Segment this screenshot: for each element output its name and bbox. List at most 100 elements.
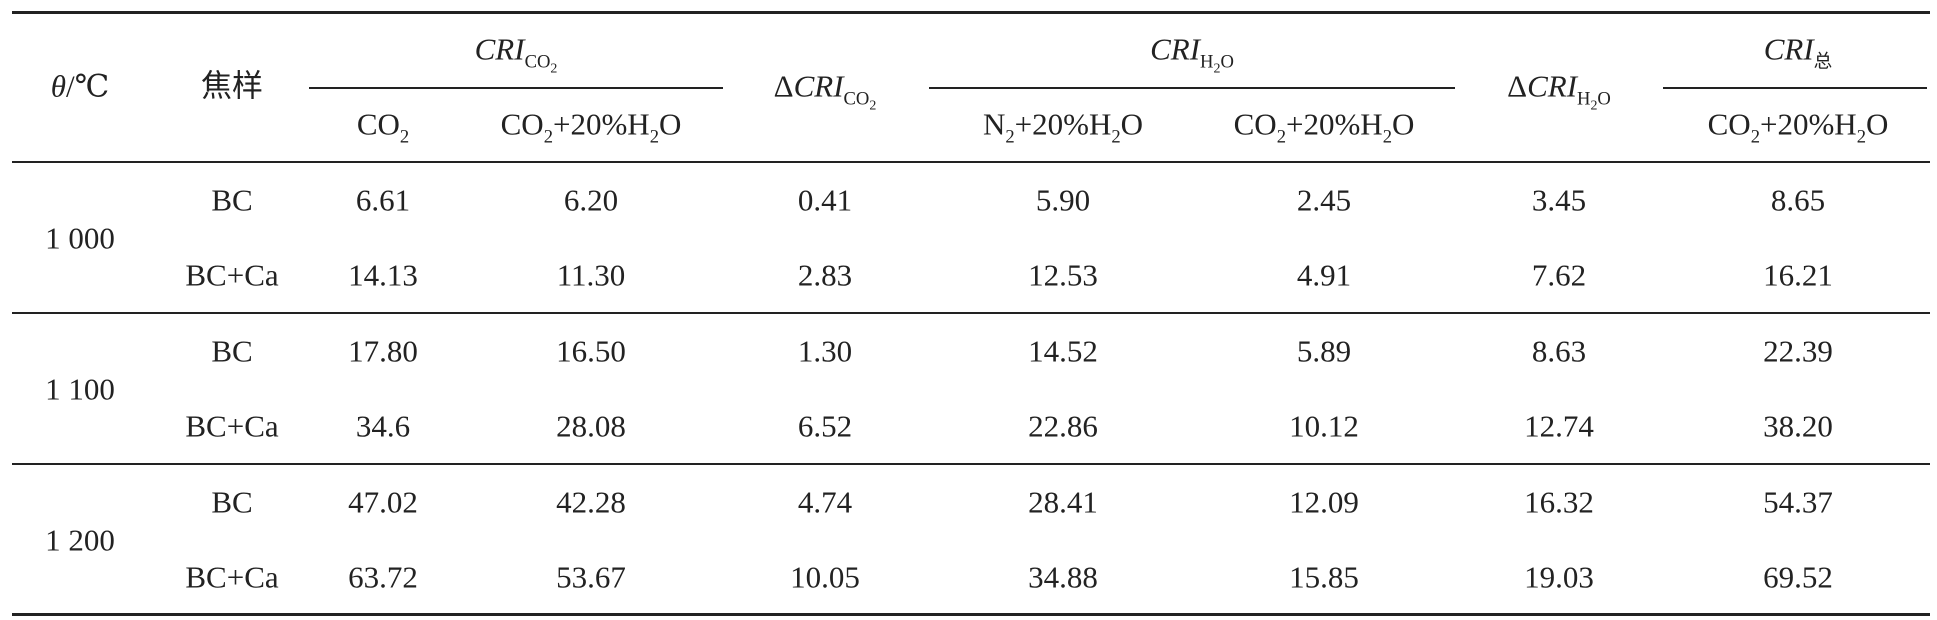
value-cell: 8.63 — [1531, 333, 1587, 369]
header-text: CRI — [1527, 68, 1578, 104]
header-text: N — [982, 106, 1006, 142]
subscript: O — [1220, 51, 1234, 73]
header-text: O — [1865, 106, 1889, 142]
value-cell: 5.89 — [1296, 333, 1352, 369]
header-text: +20%H — [552, 106, 650, 142]
header-text: Δ — [773, 68, 794, 104]
subscript: 2 — [1382, 126, 1392, 148]
sample-cell: BC — [211, 484, 253, 520]
value-cell: 47.02 — [348, 484, 418, 520]
header-cell: CO2+20%H2O — [1707, 106, 1889, 147]
header-text: CO — [500, 106, 544, 142]
header-text: CRI — [474, 31, 525, 67]
value-cell: 5.90 — [1035, 182, 1091, 218]
span-rule — [309, 87, 723, 89]
value-cell: 16.50 — [556, 333, 626, 369]
header-text: CO — [1707, 106, 1751, 142]
subscript: 2 — [1590, 98, 1598, 114]
value-cell: 12.74 — [1524, 408, 1594, 444]
value-cell: 4.91 — [1296, 257, 1352, 293]
value-cell: 42.28 — [556, 484, 626, 520]
value-cell: 17.80 — [348, 333, 418, 369]
header-text: CRI — [1150, 31, 1201, 67]
bottom-rule — [12, 613, 1930, 616]
value-cell: 6.61 — [355, 182, 411, 218]
header-text: +20%H — [1014, 106, 1112, 142]
value-cell: 14.52 — [1028, 333, 1098, 369]
subscript: 2 — [1750, 126, 1760, 148]
value-cell: 7.62 — [1531, 257, 1587, 293]
value-cell: 34.88 — [1028, 559, 1098, 595]
value-cell: 12.53 — [1028, 257, 1098, 293]
value-cell: 22.39 — [1763, 333, 1833, 369]
header-text: /℃ — [65, 68, 110, 104]
value-cell: 22.86 — [1028, 408, 1098, 444]
header-cell: ΔCRIH2O — [1507, 68, 1611, 114]
temperature-cell: 1 100 — [45, 371, 115, 406]
subscript: H — [1577, 88, 1591, 110]
subscript: 2 — [399, 126, 410, 148]
value-cell: 2.45 — [1296, 182, 1352, 218]
sample-cell: BC+Ca — [185, 257, 279, 293]
value-cell: 11.30 — [556, 257, 626, 293]
temperature-cell: 1 200 — [45, 522, 115, 557]
value-cell: 38.20 — [1763, 408, 1833, 444]
span-rule — [929, 87, 1455, 89]
subscript: 总 — [1813, 51, 1833, 73]
subscript: 2 — [1276, 126, 1286, 148]
span-rule — [1663, 87, 1927, 89]
value-cell: 12.09 — [1289, 484, 1359, 520]
subscript: 2 — [869, 98, 877, 114]
group-rule — [12, 312, 1930, 314]
temperature-cell: 1 000 — [45, 220, 115, 255]
subscript: 2 — [1005, 126, 1015, 148]
header-text: O — [1391, 106, 1415, 142]
subscript: O — [1597, 88, 1611, 110]
header-cell: CRI总 — [1763, 31, 1833, 72]
value-cell: 10.12 — [1289, 408, 1359, 444]
value-cell: 16.32 — [1524, 484, 1594, 520]
header-cell: CO2+20%H2O — [500, 106, 682, 147]
value-cell: 28.41 — [1028, 484, 1098, 520]
value-cell: 28.08 — [556, 408, 626, 444]
header-text: θ — [50, 68, 66, 104]
header-cell: θ/℃ — [51, 71, 110, 102]
value-cell: 15.85 — [1289, 559, 1359, 595]
value-cell: 4.74 — [797, 484, 853, 520]
value-cell: 2.83 — [797, 257, 853, 293]
value-cell: 8.65 — [1770, 182, 1826, 218]
header-cell: CO2+20%H2O — [1234, 106, 1415, 147]
header-cell: ΔCRICO2 — [773, 68, 877, 114]
sample-cell: BC+Ca — [185, 408, 279, 444]
header-text: Δ — [1507, 68, 1528, 104]
header-text: CRI — [1763, 31, 1814, 67]
value-cell: 3.45 — [1531, 182, 1587, 218]
value-cell: 54.37 — [1763, 484, 1833, 520]
subscript: 2 — [1856, 126, 1866, 148]
value-cell: 63.72 — [348, 559, 418, 595]
top-rule — [12, 11, 1930, 14]
sample-cell: BC — [211, 182, 253, 218]
value-cell: 10.05 — [790, 559, 860, 595]
subscript: H — [1200, 51, 1214, 73]
subscript: 2 — [649, 126, 659, 148]
header-text: +20%H — [1285, 106, 1383, 142]
group-rule — [12, 463, 1930, 465]
value-cell: 53.67 — [556, 559, 626, 595]
header-text: CO — [356, 106, 400, 142]
value-cell: 1.30 — [797, 333, 853, 369]
subscript: CO — [843, 88, 870, 110]
subscript: 2 — [550, 61, 558, 77]
header-cell: CRICO2 — [474, 31, 558, 77]
header-cell: 焦样 — [201, 71, 263, 102]
value-cell: 6.52 — [797, 408, 853, 444]
value-cell: 16.21 — [1763, 257, 1833, 293]
subscript: CO — [524, 51, 551, 73]
value-cell: 34.6 — [355, 408, 411, 444]
subscript: 2 — [1111, 126, 1121, 148]
value-cell: 69.52 — [1763, 559, 1833, 595]
header-cell: N2+20%H2O — [982, 106, 1144, 147]
sample-cell: BC — [211, 333, 253, 369]
header-text: O — [1120, 106, 1144, 142]
